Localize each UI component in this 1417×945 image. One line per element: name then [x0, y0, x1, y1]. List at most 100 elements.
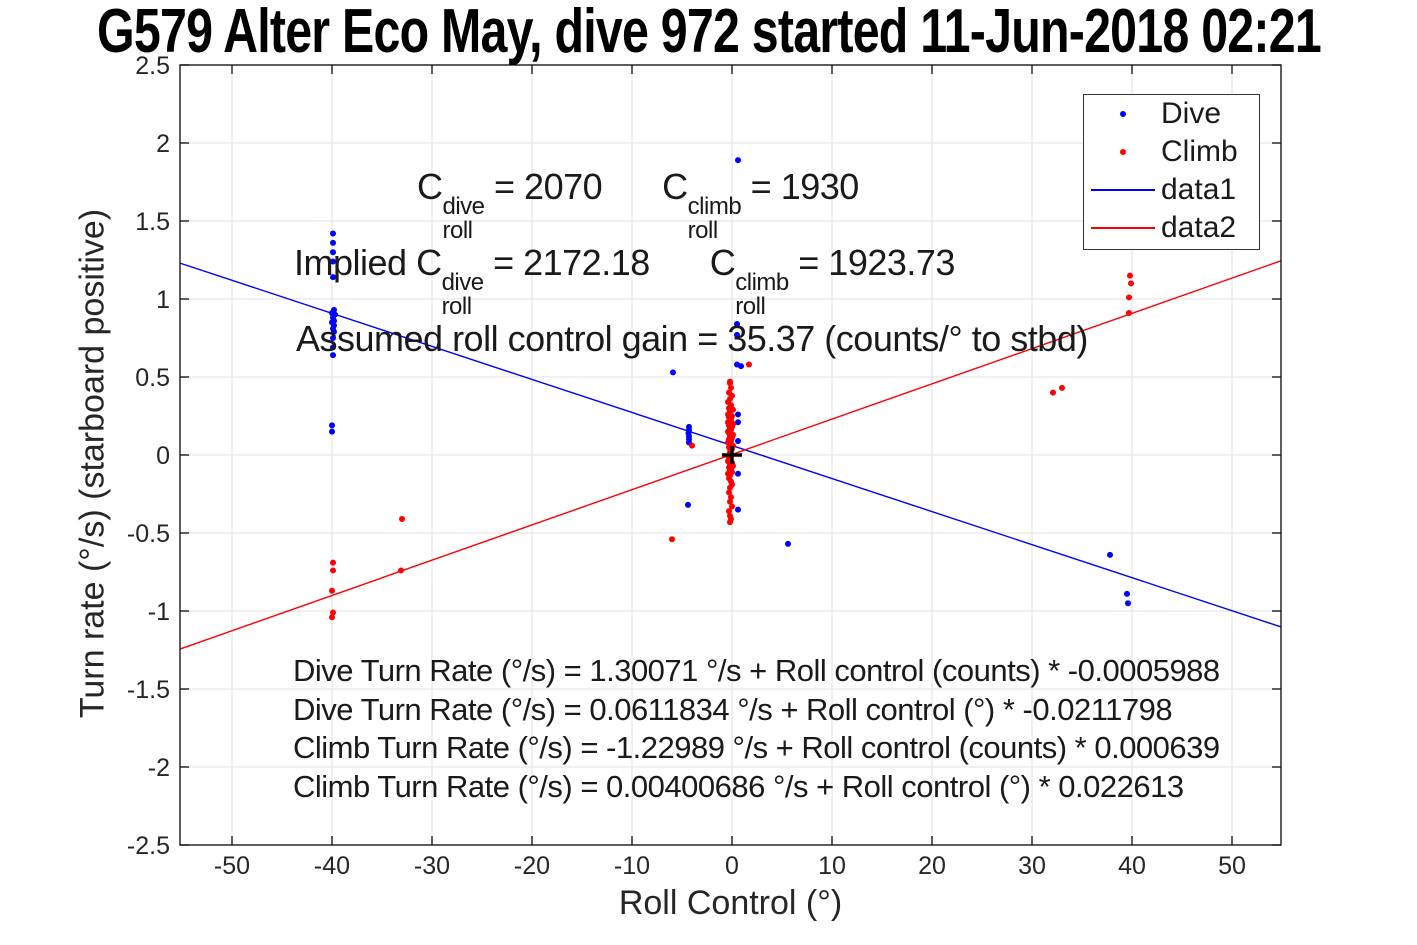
climb-point — [728, 384, 734, 391]
climb-point — [399, 515, 405, 522]
y-tick-label: -1 — [148, 598, 170, 626]
croll-base: C — [416, 242, 442, 283]
climb-point — [746, 361, 752, 368]
croll-sub: roll — [441, 293, 473, 321]
dive-point — [1107, 551, 1113, 558]
dive-point — [330, 249, 336, 256]
climb-point — [1127, 272, 1133, 279]
dive-point — [735, 437, 741, 444]
dive-marker-icon — [1084, 111, 1161, 117]
croll-base: C — [709, 242, 736, 283]
climb-point — [329, 614, 335, 621]
croll-supsub: dive roll — [441, 269, 485, 321]
climb-point — [1126, 310, 1132, 317]
legend-label: data1 — [1161, 173, 1237, 206]
croll-base: C — [417, 166, 443, 207]
dive-point — [1124, 590, 1130, 597]
x-tick-label: -10 — [614, 852, 650, 880]
x-axis-label: Roll Control (°) — [618, 884, 843, 922]
climb-point — [728, 494, 734, 501]
legend-entry-dive: Dive — [1084, 95, 1259, 133]
y-tick-label: -0.5 — [127, 520, 170, 548]
dive-point — [735, 470, 741, 477]
legend-label: data2 — [1161, 211, 1237, 244]
y-tick-labels: -2.5 -2 -1.5 -1 -0.5 0 0.5 1 1.5 2 2.5 — [127, 52, 170, 860]
dive-point — [685, 501, 691, 508]
croll-sup: dive — [441, 269, 485, 296]
dive-point — [735, 419, 741, 426]
climb-point — [1126, 294, 1132, 301]
annotation-roll-gain: Assumed roll control gain = 35.37 (count… — [296, 318, 1088, 359]
x-tick-labels: -50 -40 -30 -20 -10 0 10 20 30 40 50 — [214, 852, 1246, 880]
climb-point — [1059, 384, 1065, 391]
dive-point — [1125, 600, 1131, 607]
x-tick-label: 40 — [1118, 852, 1146, 880]
x-tick-label: 20 — [918, 852, 946, 880]
x-tick-label: -20 — [514, 852, 550, 880]
x-tick-label: 50 — [1218, 852, 1246, 880]
y-tick-label: -2.5 — [127, 832, 170, 860]
climb-point — [1128, 280, 1134, 287]
climb-point — [727, 484, 733, 491]
dive-point — [329, 422, 335, 429]
climb-point — [726, 508, 732, 515]
series-dive — [329, 157, 1131, 607]
legend-entry-data2: data2 — [1084, 209, 1259, 247]
dive-point — [329, 428, 335, 435]
croll-base: C — [662, 166, 688, 207]
dive-point — [330, 239, 336, 246]
climb-point — [398, 567, 404, 574]
y-tick-label: 1.5 — [135, 208, 170, 236]
croll-sub: roll — [735, 293, 766, 321]
croll-supsub: climb roll — [687, 193, 742, 245]
climb-point — [726, 489, 732, 496]
equation-climb-degrees: Climb Turn Rate (°/s) = 0.00400686 °/s +… — [293, 768, 1184, 804]
croll-sup: climb — [687, 193, 742, 220]
croll-sup: climb — [735, 269, 789, 296]
dive-point — [331, 328, 337, 335]
chart-title: G579 Alter Eco May, dive 972 started 11-… — [96, 0, 1322, 66]
dive-point — [330, 344, 336, 351]
dive-point — [330, 230, 336, 237]
dive-point — [670, 369, 676, 376]
climb-point — [329, 587, 335, 594]
croll-value: = 2172.18 — [483, 242, 650, 283]
dive-point — [330, 274, 336, 281]
croll-sub: roll — [687, 217, 719, 245]
y-tick-label: -1.5 — [127, 676, 170, 704]
legend-label: Dive — [1161, 97, 1222, 130]
climb-point — [669, 536, 675, 543]
climb-point — [729, 503, 735, 510]
equation-dive-degrees: Dive Turn Rate (°/s) = 0.0611834 °/s + R… — [293, 691, 1173, 727]
data1-line-icon — [1084, 189, 1161, 191]
dive-point — [738, 363, 744, 370]
croll-value: = 2070 — [484, 166, 603, 207]
x-tick-label: -30 — [414, 852, 450, 880]
climb-point — [330, 559, 336, 566]
y-tick-label: 1 — [156, 286, 170, 314]
y-tick-label: 0 — [156, 442, 170, 470]
climb-point — [727, 519, 733, 526]
legend-entry-data1: data1 — [1084, 171, 1259, 209]
legend-entry-climb: Climb — [1084, 133, 1259, 171]
x-tick-label: -50 — [214, 852, 250, 880]
equation-dive-counts: Dive Turn Rate (°/s) = 1.30071 °/s + Rol… — [293, 653, 1220, 688]
dive-point — [734, 331, 740, 338]
climb-point — [330, 567, 336, 574]
x-tick-label: 10 — [818, 852, 846, 880]
climb-point — [727, 498, 733, 505]
x-tick-label: -40 — [314, 852, 350, 880]
dive-point — [785, 540, 791, 547]
dive-point — [330, 352, 336, 359]
y-tick-label: 2 — [156, 130, 170, 158]
x-tick-label: 30 — [1018, 852, 1046, 880]
climb-point — [330, 609, 336, 616]
dive-point — [735, 157, 741, 164]
